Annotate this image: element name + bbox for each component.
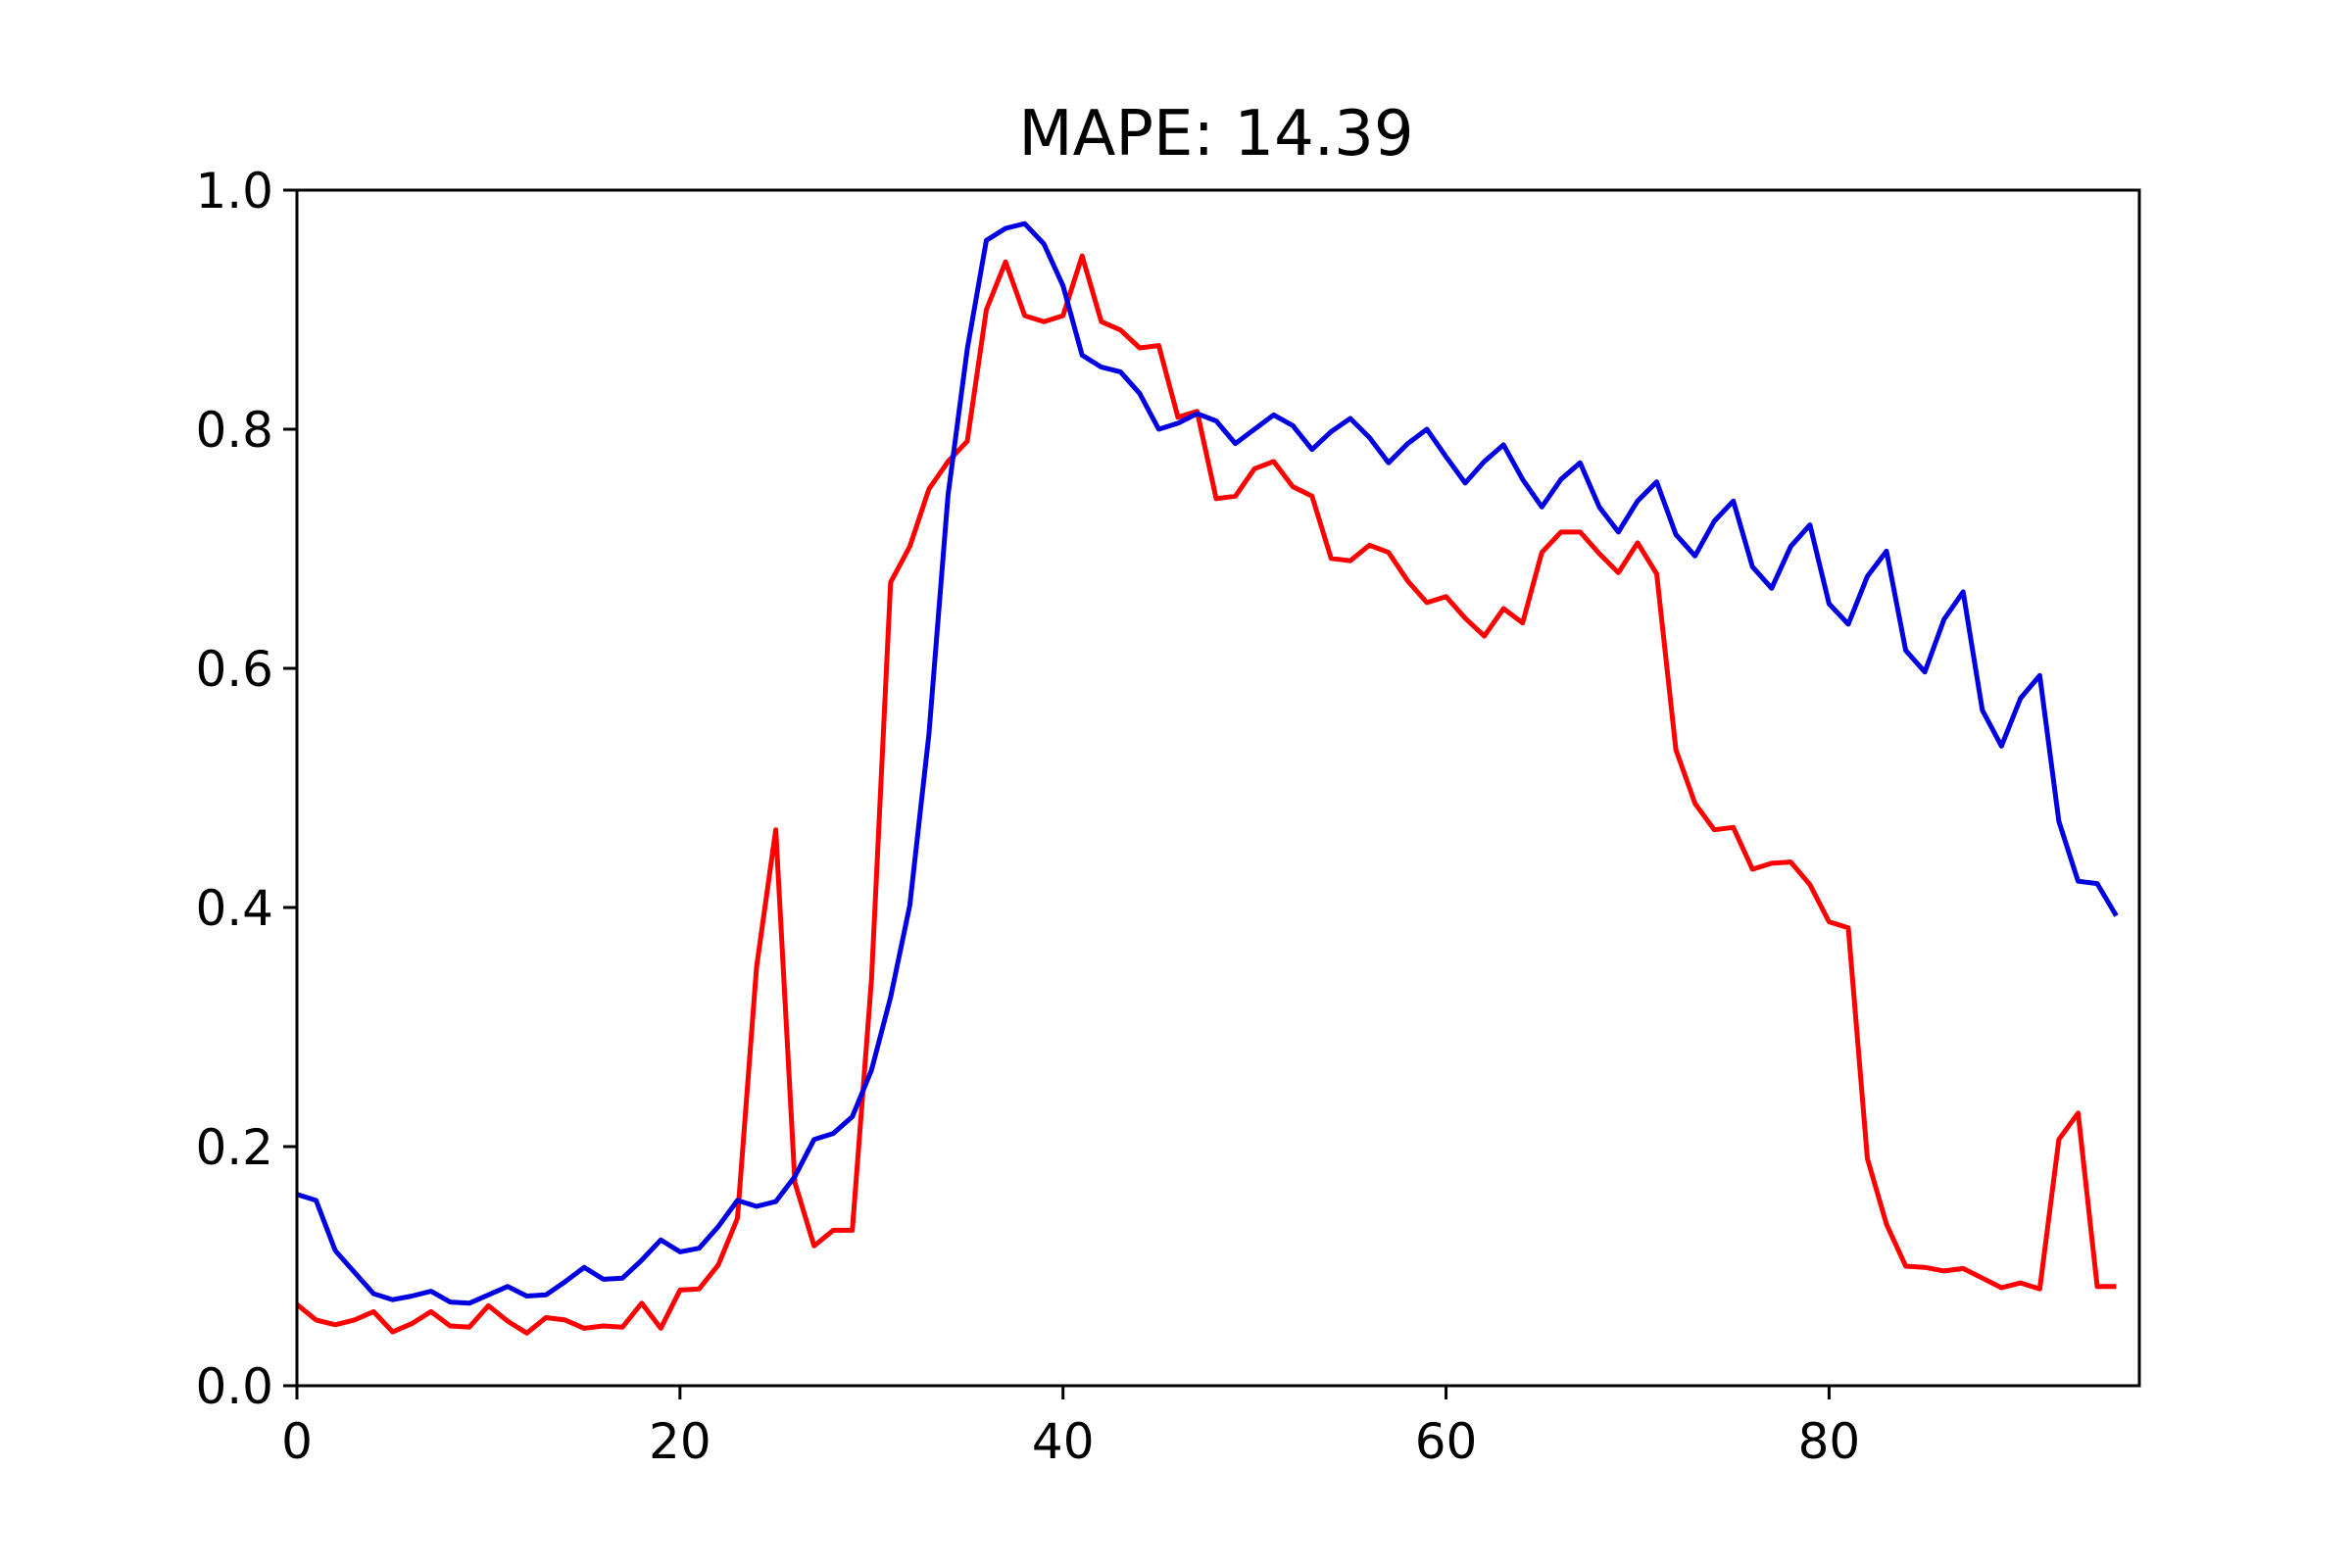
x-tick-label: 0 — [281, 1413, 313, 1470]
y-tick-label: 0.4 — [195, 880, 273, 937]
y-tick-label: 0.6 — [195, 641, 273, 698]
x-axis: 0 20 40 60 80 — [281, 1386, 1860, 1470]
series-layer — [295, 220, 2119, 1336]
y-tick-label: 0.2 — [195, 1119, 273, 1176]
y-tick-label: 0.8 — [195, 402, 273, 459]
x-tick-label: 60 — [1415, 1413, 1478, 1470]
plot-frame — [295, 188, 2141, 1388]
x-tick-label: 20 — [649, 1413, 711, 1470]
series-line-2 — [296, 220, 2119, 1306]
chart-title: MAPE: 14.39 — [1018, 98, 1413, 171]
series-line-1 — [295, 253, 2117, 1336]
y-tick-label: 1.0 — [195, 163, 273, 220]
y-axis: 0.0 0.2 0.4 0.6 0.8 1.0 — [195, 163, 297, 1415]
y-tick-label: 0.0 — [195, 1358, 273, 1415]
x-tick-label: 80 — [1798, 1413, 1861, 1470]
x-tick-label: 40 — [1032, 1413, 1095, 1470]
